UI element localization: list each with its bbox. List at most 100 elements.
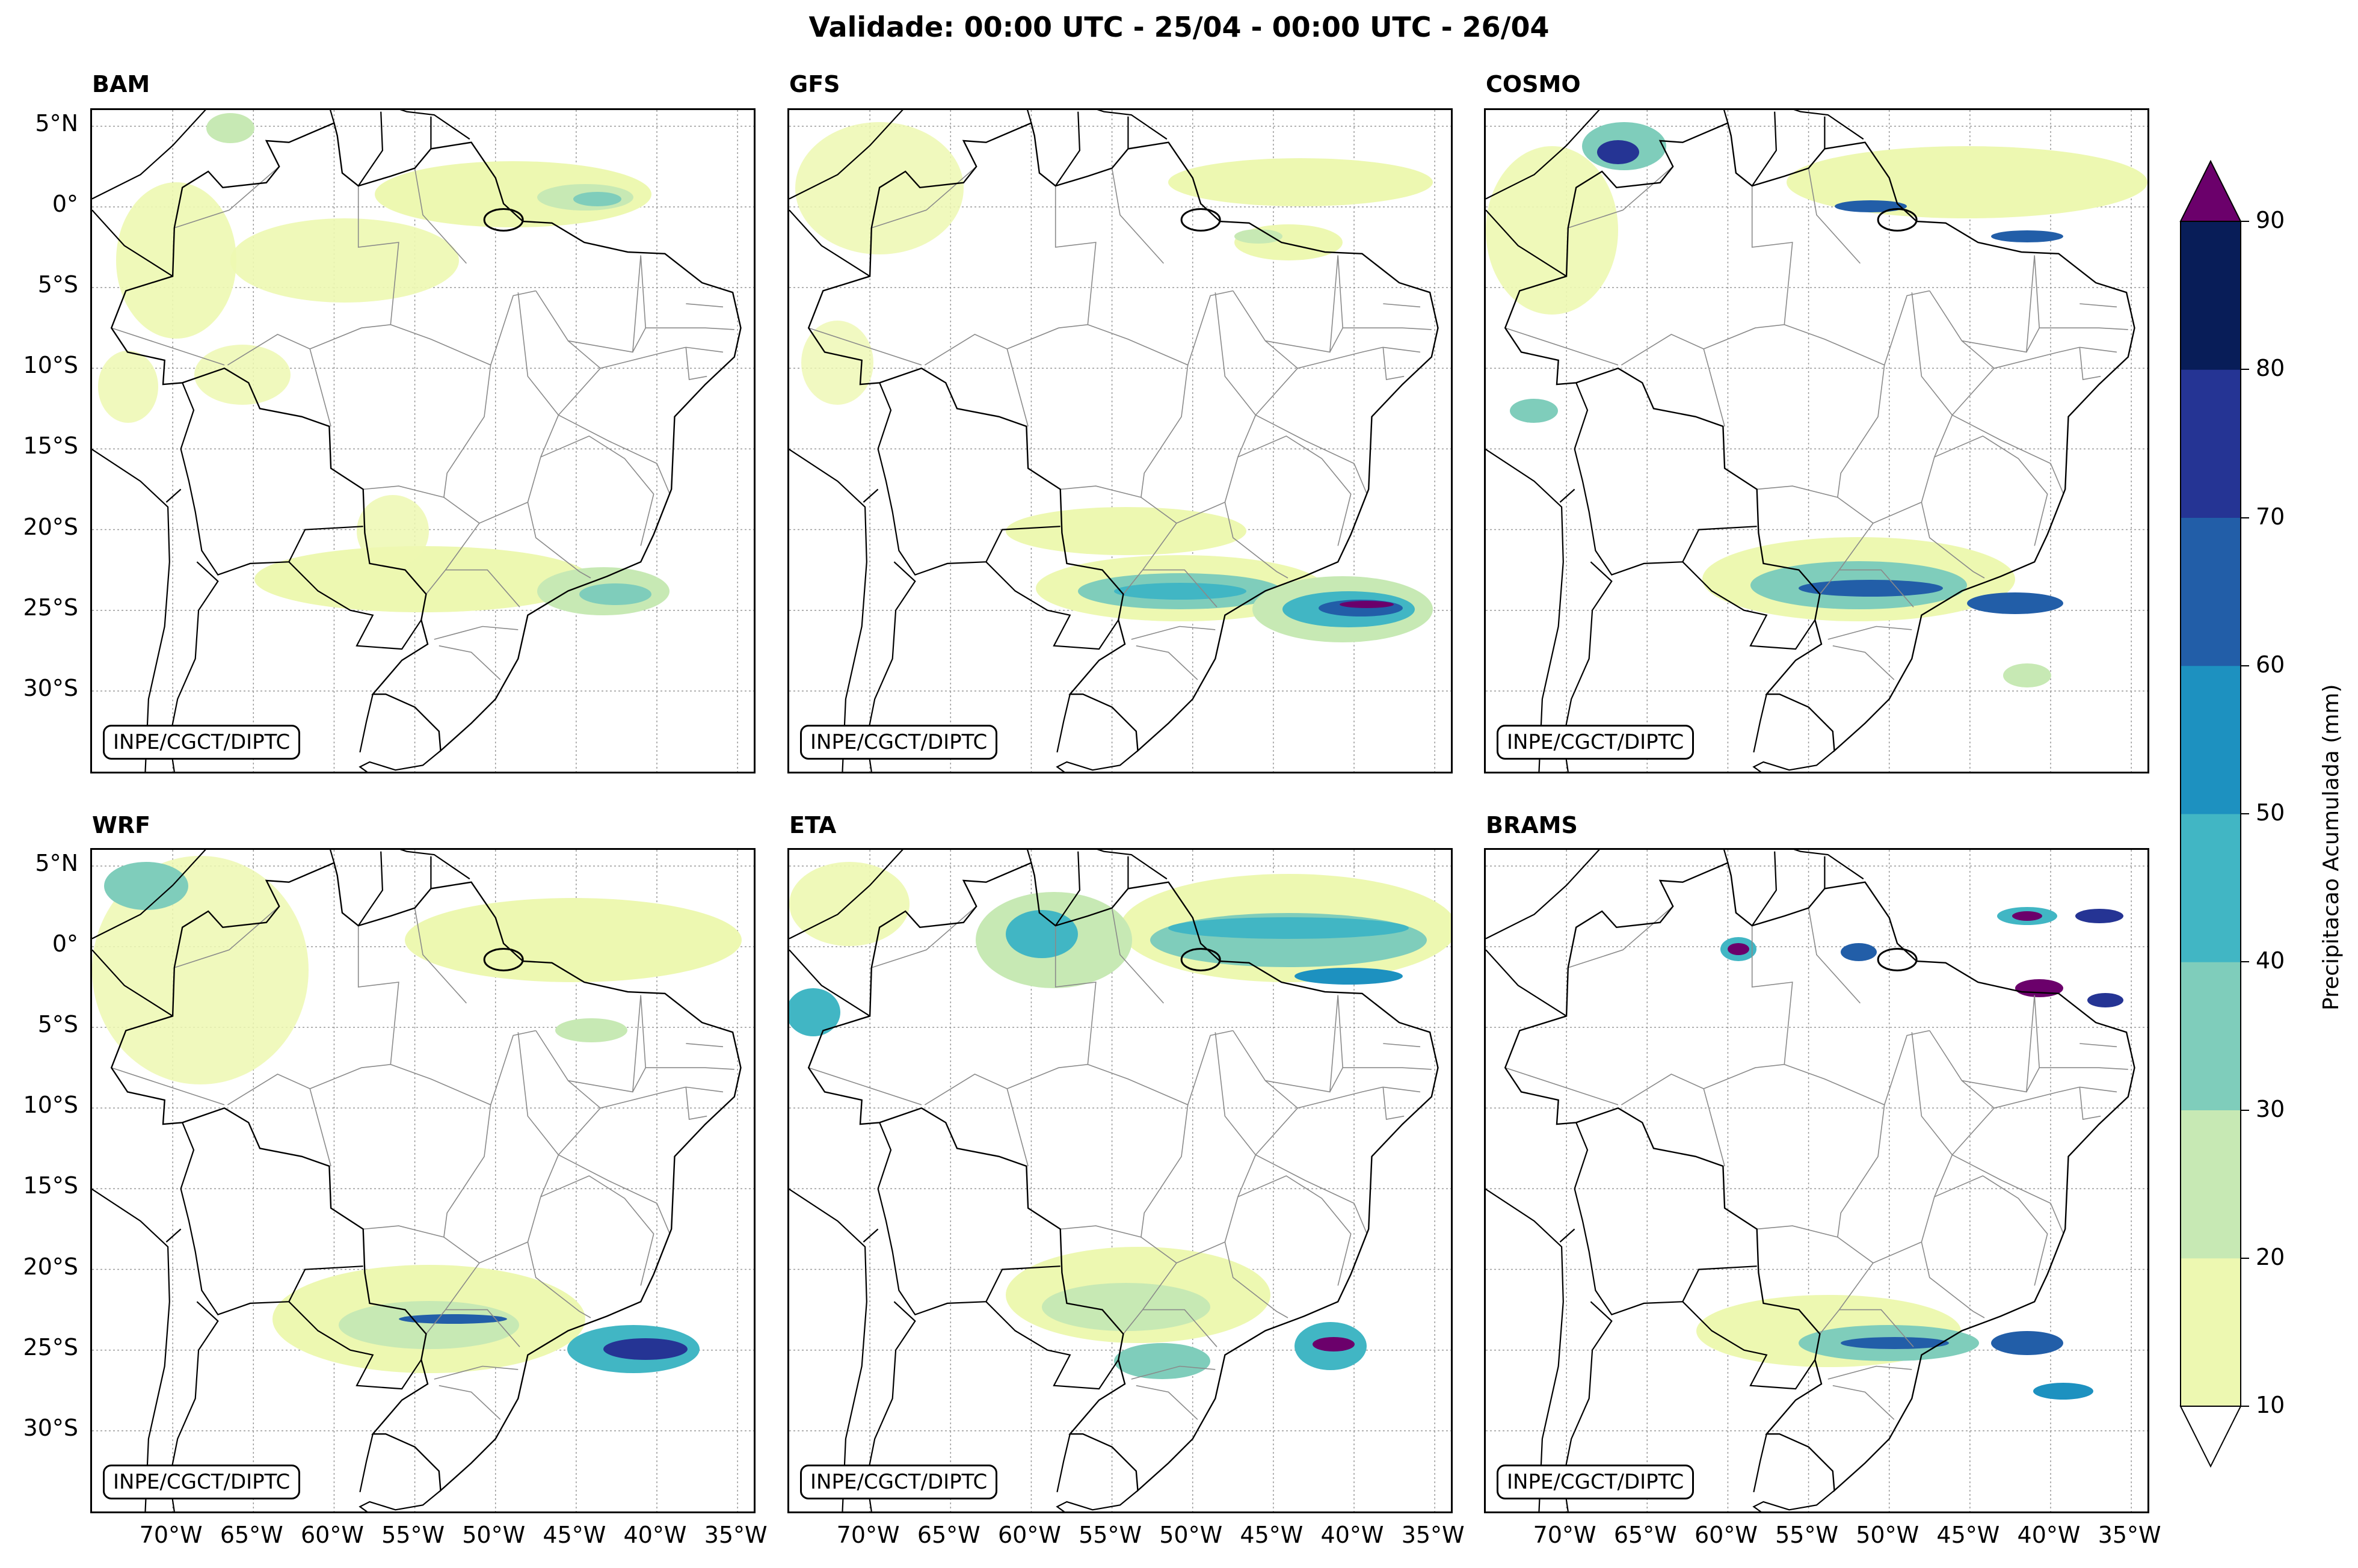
country-border [180,382,363,576]
lon-tick-label: 60°W [1694,1522,1758,1548]
map-eta [789,850,1451,1511]
country-border [1751,111,1778,186]
country-border [863,1228,879,1243]
colorbar-tick-mark [2241,961,2249,963]
country-border [92,949,173,1017]
state-boundary [2039,327,2128,330]
country-border [1486,850,1600,939]
country-border [330,850,335,863]
state-boundary [445,1309,520,1347]
lat-tick-label: 15°S [23,432,78,460]
lat-tick-label: 0° [52,930,78,957]
country-border [165,1228,182,1243]
state-boundary [632,995,647,1092]
colorbar-tick-label: 30 [2256,1095,2285,1122]
state-boundary [1237,1175,1352,1286]
lon-tick-label: 50°W [1856,1522,1919,1548]
country-border [359,1490,442,1511]
state-boundary [1993,1086,2080,1109]
country-border [1723,110,1729,123]
state-boundary [1827,626,1912,640]
state-boundary [1837,1032,1953,1264]
colorbar-tick-label: 80 [2256,355,2285,382]
lon-tick-label: 70°W [139,1522,203,1548]
colorbar-band [2181,1110,2241,1259]
lon-tick-label: 35°W [1401,1522,1465,1548]
state-boundary [1839,1309,1914,1347]
lon-tick-label: 35°W [704,1522,768,1548]
state-boundary [2039,1067,2128,1070]
state-boundary [1111,168,1164,264]
state-boundary [363,485,445,498]
brazil-border [807,121,1439,752]
country-border [399,850,470,880]
state-boundary [1383,1043,1421,1048]
country-border [1486,1188,1564,1511]
colorbar-band [2181,369,2241,518]
country-border [288,1301,422,1390]
state-boundary [1921,1241,1985,1318]
lat-tick-label: 20°S [23,513,78,540]
state-boundary [1962,255,2035,353]
state-boundary [2079,347,2101,380]
state-boundary [1784,1030,1930,1105]
colorbar-tick-label: 50 [2256,799,2285,826]
state-boundary [1142,569,1217,607]
state-boundary [443,292,559,524]
lon-tick-label: 50°W [1159,1522,1223,1548]
lat-tick-label: 10°S [23,352,78,379]
state-boundary [363,1225,445,1238]
country-border [92,110,206,200]
map-panel-cosmo: INPE/CGCT/DIPTC [1484,108,2149,773]
lon-tick-label: 65°W [220,1522,283,1548]
country-border [789,1188,867,1511]
state-boundary [1141,1032,1257,1264]
marajo-island [483,947,524,971]
country-border [1559,1228,1575,1243]
country-border [165,488,182,503]
state-boundary [1993,346,2080,369]
colorbar-tick-mark [2241,221,2249,222]
country-border [1559,488,1575,503]
state-boundary [1929,291,1995,416]
lon-tick-label: 45°W [1936,1522,2000,1548]
map-wrf [92,850,754,1511]
credit-box-cosmo: INPE/CGCT/DIPTC [1497,725,1695,760]
lon-tick-label: 45°W [1240,1522,1304,1548]
lon-tick-label: 70°W [1533,1522,1596,1548]
map-panel-brams: INPE/CGCT/DIPTC [1484,848,2149,1513]
colorbar-tick-label: 70 [2256,503,2285,530]
country-border [1097,110,1168,140]
colorbar-band [2181,221,2241,370]
country-border [789,949,870,1017]
state-boundary [535,291,602,416]
state-boundary [685,1087,707,1120]
lat-tick-label: 10°S [23,1092,78,1119]
colorbar-under-triangle [2179,1406,2242,1468]
state-boundary [2079,1086,2117,1093]
state-boundary [111,1067,225,1105]
colorbar-band [2181,814,2241,962]
lon-tick-label: 65°W [917,1522,980,1548]
colorbar-tick-mark [2241,1406,2249,1407]
state-boundary [1265,255,1338,353]
state-boundary [1837,292,1953,524]
colorbar-tick-label: 40 [2256,947,2285,974]
state-boundary [1839,569,1914,607]
state-boundary [1383,346,1421,353]
state-boundary [1136,1385,1198,1420]
state-boundary [174,906,280,968]
figure-title: Validade: 00:00 UTC - 25/04 - 00:00 UTC … [808,11,1550,43]
state-boundary [924,186,1097,366]
lat-tick-label: 15°S [23,1172,78,1199]
state-boundary [1832,645,1895,680]
state-boundary [1136,645,1198,680]
colorbar-band [2181,962,2241,1110]
map-brams [1486,850,2147,1511]
state-boundary [1382,347,1405,380]
state-boundary [1343,1067,1432,1070]
state-boundary [1808,168,1861,264]
state-boundary [174,166,280,229]
marajo-island [1180,947,1221,971]
country-border [1752,1490,1835,1511]
